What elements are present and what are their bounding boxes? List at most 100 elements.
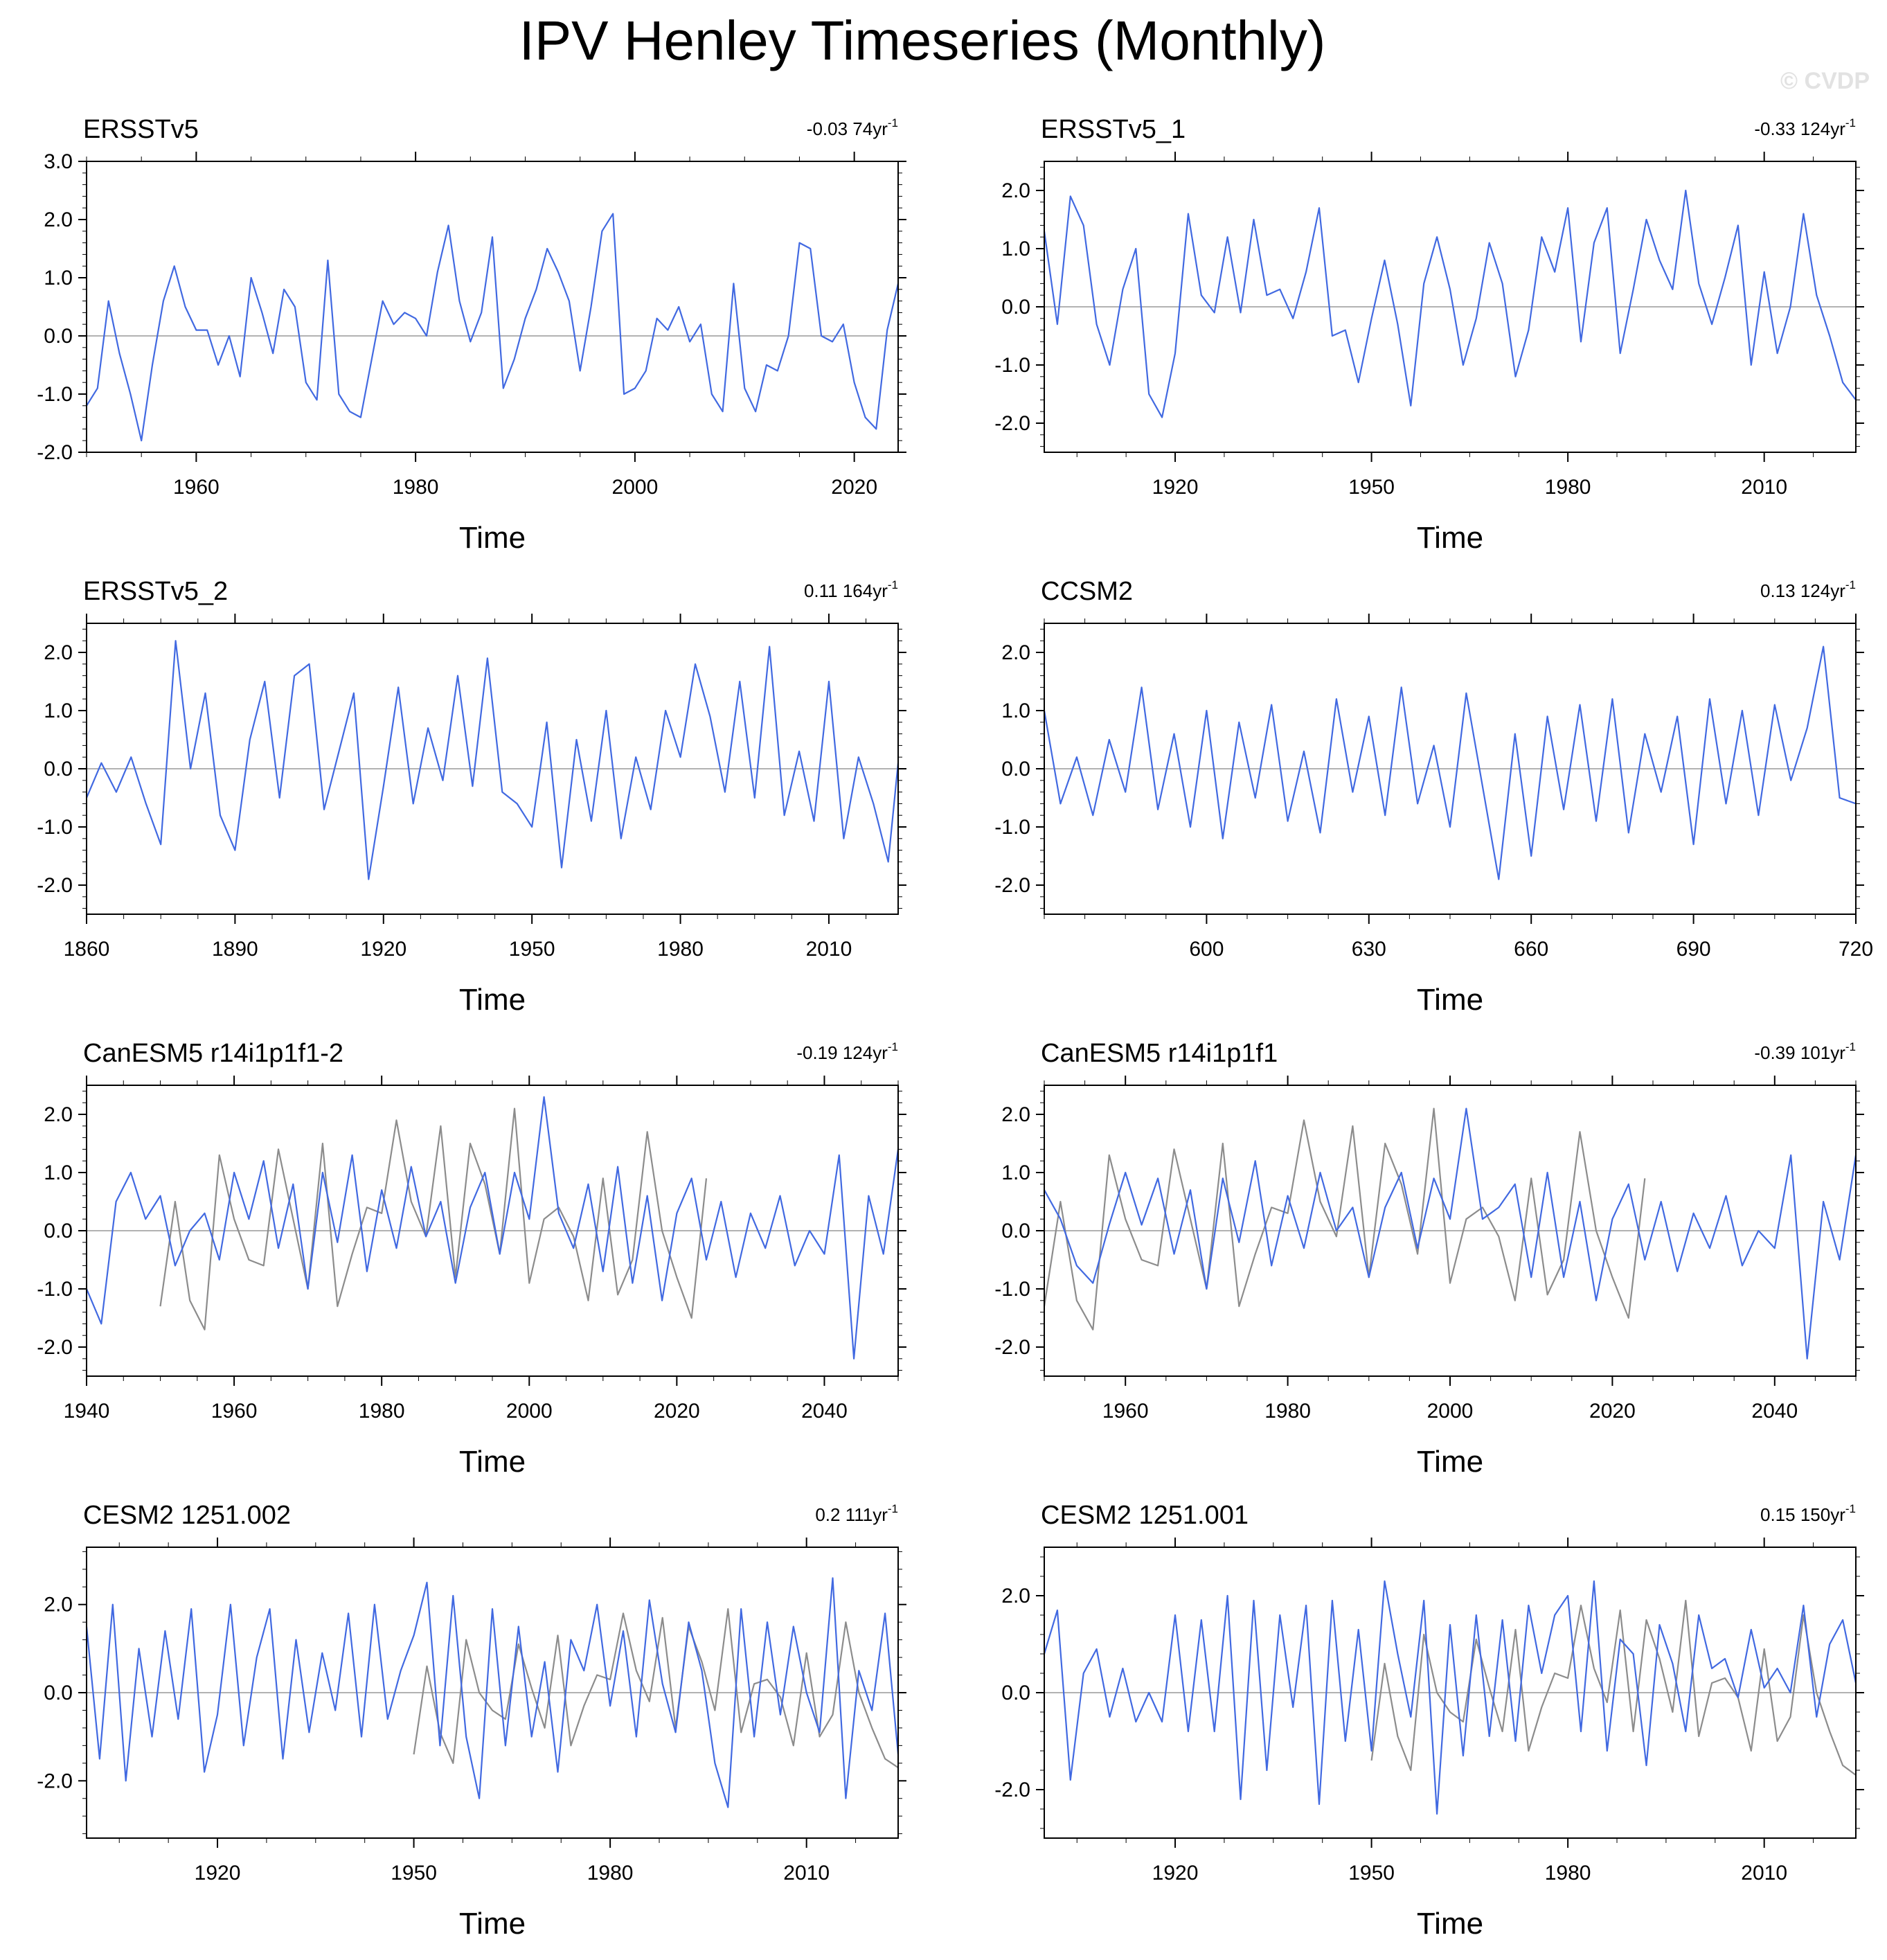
x-tick-label: 1980 (1545, 1862, 1591, 1885)
y-tick-label: 0.0 (44, 325, 73, 348)
y-tick-label: -1.0 (37, 383, 73, 406)
trend-value: 0.2 111yr (815, 1504, 888, 1525)
y-tick-label: 3.0 (44, 150, 73, 173)
y-tick-label: -1.0 (37, 1278, 73, 1301)
x-tick-label: 1960 (173, 476, 220, 499)
y-tick-label: -2.0 (994, 1779, 1030, 1801)
y-tick-label: 1.0 (44, 267, 73, 289)
y-tick-label: 2.0 (44, 1594, 73, 1616)
trend-value: 0.13 124yr (1760, 580, 1845, 601)
x-tick-label: 1950 (1348, 1862, 1395, 1885)
chart-panel: -2.0 0.0 2.0 1920 1950 1980 2010 CESM2 1251.001… (994, 1501, 1864, 1941)
trend-exponent: -1 (1845, 1040, 1856, 1053)
trend-annotation: -0.19 124yr-1 (796, 1040, 898, 1063)
y-tick-label: 0.0 (1001, 758, 1030, 781)
x-tick-label: 1980 (359, 1400, 405, 1423)
trend-annotation: 0.15 150yr-1 (1760, 1502, 1856, 1525)
chart-panel: -2.0 -1.0 0.0 1.0 2.0 1920 1950 1980 2010 ERSSTv5… (994, 115, 1864, 555)
x-axis-label: Time (459, 1907, 526, 1941)
y-tick-label: -2.0 (37, 1336, 73, 1359)
trend-exponent: -1 (1845, 1502, 1856, 1515)
x-tick-label: 1920 (195, 1862, 241, 1885)
y-tick-label: -1.0 (994, 354, 1030, 377)
x-tick-label: 1980 (1264, 1400, 1311, 1423)
chart-panel: -2.0 0.0 2.0 1920 1950 1980 2010 CESM2 1251.002… (37, 1501, 906, 1941)
trend-value: -0.19 124yr (796, 1042, 888, 1063)
y-tick-label: 1.0 (1001, 700, 1030, 722)
y-tick-label: 0.0 (1001, 1220, 1030, 1242)
y-tick-label: -2.0 (37, 441, 73, 464)
x-tick-label: 1920 (1152, 1862, 1199, 1885)
y-tick-label: 0.0 (44, 1220, 73, 1242)
x-tick-label: 720 (1839, 938, 1873, 961)
trend-annotation: -0.03 74yr-1 (807, 116, 898, 139)
x-tick-label: 2010 (1741, 1862, 1787, 1885)
x-axis-label: Time (459, 983, 526, 1017)
trend-value: -0.33 124yr (1754, 118, 1845, 139)
primary-series-line (85, 640, 900, 880)
y-tick-label: -2.0 (37, 1770, 73, 1792)
panel-title: CESM2 1251.001 (1041, 1501, 1249, 1530)
trend-annotation: -0.39 101yr-1 (1754, 1040, 1856, 1063)
x-tick-label: 1980 (1545, 476, 1591, 499)
x-tick-label: 1950 (1348, 476, 1395, 499)
x-tick-label: 2010 (783, 1862, 830, 1885)
y-tick-label: 1.0 (1001, 238, 1030, 260)
y-tick-label: 1.0 (1001, 1161, 1030, 1184)
primary-series-line (85, 1577, 900, 1808)
x-tick-label: 1920 (1152, 476, 1199, 499)
trend-exponent: -1 (1845, 116, 1856, 130)
panel-title: CCSM2 (1041, 577, 1133, 606)
primary-series-line (1043, 1580, 1857, 1815)
x-axis-label: Time (459, 1445, 526, 1479)
x-tick-label: 1980 (587, 1862, 634, 1885)
x-tick-label: 1890 (212, 938, 258, 961)
x-tick-label: 600 (1189, 938, 1224, 961)
y-tick-label: 0.0 (44, 758, 73, 781)
chart-panel: -2.0 -1.0 0.0 1.0 2.0 1940 1960 1980 2000 2020 204… (37, 1039, 906, 1479)
chart-panel: -2.0 -1.0 0.0 1.0 2.0 3.0 1960 1980 2000 2020 ERSS… (37, 115, 906, 555)
reference-series-line (1370, 1599, 1857, 1776)
y-tick-label: 2.0 (44, 208, 73, 231)
x-axis-label: Time (1417, 521, 1483, 555)
y-tick-label: -2.0 (994, 874, 1030, 897)
primary-series-line (1043, 189, 1857, 418)
x-axis-label: Time (1417, 1907, 1483, 1941)
plot-frame (86, 161, 899, 453)
y-tick-label: 2.0 (44, 1103, 73, 1126)
x-tick-label: 1960 (211, 1400, 258, 1423)
y-tick-label: -2.0 (994, 412, 1030, 435)
trend-annotation: 0.11 164yr-1 (804, 578, 898, 601)
x-tick-label: 1950 (391, 1862, 437, 1885)
chart-panel: -2.0 -1.0 0.0 1.0 2.0 1860 1890 1920 1950 1980 201… (37, 577, 906, 1017)
x-tick-label: 1980 (657, 938, 704, 961)
y-tick-label: 2.0 (1001, 641, 1030, 664)
x-tick-label: 690 (1676, 938, 1711, 961)
x-tick-label: 660 (1514, 938, 1548, 961)
y-tick-label: -1.0 (994, 816, 1030, 839)
x-tick-label: 1950 (509, 938, 555, 961)
reference-series-line (159, 1107, 708, 1330)
x-tick-label: 2000 (612, 476, 659, 499)
trend-annotation: 0.13 124yr-1 (1760, 578, 1856, 601)
primary-series-line (85, 1096, 900, 1360)
x-tick-label: 1860 (64, 938, 110, 961)
panel-title: ERSSTv5_1 (1041, 115, 1186, 144)
y-tick-label: 0.0 (1001, 1682, 1030, 1704)
y-tick-label: 0.0 (44, 1682, 73, 1704)
y-tick-label: 2.0 (44, 641, 73, 664)
trend-value: 0.15 150yr (1760, 1504, 1845, 1525)
panel-title: CanESM5 r14i1p1f1-2 (83, 1039, 343, 1068)
x-tick-label: 2020 (831, 476, 877, 499)
reference-series-line (1043, 1107, 1646, 1330)
primary-series-line (1044, 1107, 1857, 1360)
x-tick-label: 2020 (1589, 1400, 1636, 1423)
x-tick-label: 1960 (1102, 1400, 1149, 1423)
x-tick-label: 2020 (654, 1400, 700, 1423)
panel-title: CanESM5 r14i1p1f1 (1041, 1039, 1278, 1068)
x-tick-label: 1920 (360, 938, 406, 961)
x-tick-label: 1980 (393, 476, 439, 499)
trend-annotation: 0.2 111yr-1 (815, 1502, 898, 1525)
panel-title: CESM2 1251.002 (83, 1501, 291, 1530)
y-tick-label: 1.0 (44, 700, 73, 722)
